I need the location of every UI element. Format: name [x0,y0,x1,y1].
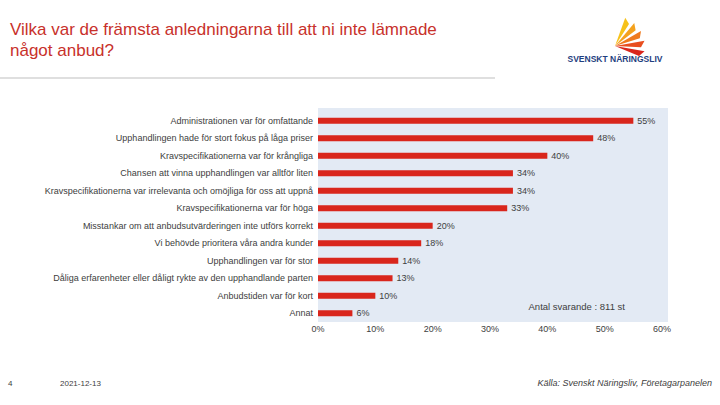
category-label: Upphandlingen var för stor [207,256,313,266]
title-line: något anbud? [10,41,114,60]
data-label: 40% [551,151,569,161]
category-label: Misstankar om att anbudsutvärderingen in… [83,221,314,231]
date: 2021-12-13 [60,379,101,388]
source: Källa: Svenskt Näringsliv, Företagarpane… [538,378,712,388]
bar [318,170,513,176]
category-label: Kravspecifikationerna var för krångliga [160,151,313,161]
data-label: 34% [517,186,535,196]
bar [318,310,352,316]
category-label: Vi behövde prioritera våra andra kunder [155,238,313,248]
data-label: 55% [637,116,655,126]
data-label: 48% [597,133,615,143]
title-rule [0,78,495,79]
annotation: Antal svarande : 811 st [529,301,626,312]
category-label: Administrationen var för omfattande [170,116,313,126]
tick-label: 0% [311,324,324,334]
category-label: Chansen att vinna upphandlingen var allt… [120,168,313,178]
data-label: 20% [437,221,455,231]
data-label: 6% [356,308,369,318]
category-label: Anbudstiden var för kort [217,291,313,301]
plot-background [318,108,668,322]
bar [318,153,547,159]
logo-icon [615,18,645,56]
title: Vilka var de främsta anledningarna till … [10,20,437,60]
category-label: Kravspecifikationerna var irrelevanta oc… [45,186,313,196]
category-label: Kravspecifikationerna var för höga [176,203,313,213]
bar [318,293,375,299]
title-line: Vilka var de främsta anledningarna till … [10,20,437,39]
tick-label: 30% [481,324,499,334]
tick-label: 40% [538,324,556,334]
bar [318,275,393,281]
bar [318,118,633,124]
data-label: 10% [379,291,397,301]
category-label: Annat [289,308,313,318]
tick-label: 60% [653,324,671,334]
page: {"chart_data": {"type": "bar", "orientat… [0,0,720,405]
bar [318,205,507,211]
chart: Vilka var de främsta anledningarna till … [0,0,720,405]
category-label: Dåliga erfarenheter eller dåligt rykte a… [53,273,313,283]
background [0,0,720,405]
tick-label: 20% [424,324,442,334]
category-label: Upphandlingen hade för stort fokus på lå… [116,133,313,143]
bars [318,118,633,317]
bar [318,188,513,194]
bar [318,223,433,229]
bar [318,240,421,246]
logo-text: SVENSKT NÄRINGSLIV [568,54,663,64]
data-label: 14% [402,256,420,266]
tick-label: 50% [596,324,614,334]
data-label: 34% [517,168,535,178]
bar [318,135,593,141]
bar [318,258,398,264]
tick-label: 10% [366,324,384,334]
page-number: 4 [8,379,13,388]
data-label: 13% [397,273,415,283]
data-label: 18% [425,238,443,248]
logo-ray [615,41,645,47]
data-label: 33% [511,203,529,213]
